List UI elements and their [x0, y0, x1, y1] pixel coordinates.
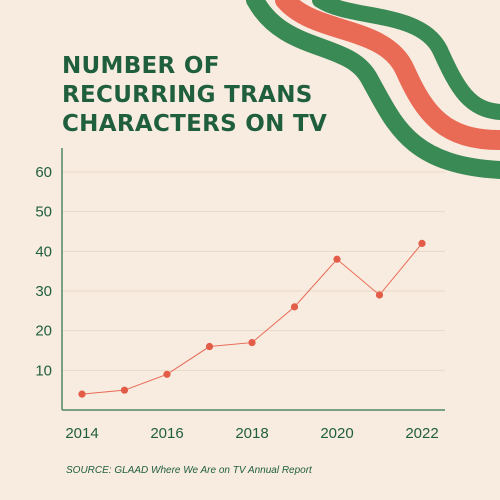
- data-point-2021: [375, 291, 384, 299]
- y-tick-label: 20: [35, 323, 52, 340]
- data-point-2017: [205, 342, 214, 351]
- ribbon-green-outer: [246, 0, 500, 179]
- y-tick-label: 40: [35, 243, 52, 260]
- series-line: [81, 243, 423, 395]
- ribbon-green-inner: [312, 0, 500, 120]
- series-points: [78, 239, 426, 398]
- data-point-2020: [333, 255, 341, 263]
- y-tick-label: 10: [35, 362, 52, 379]
- data-point-2014: [78, 390, 86, 398]
- x-tick-label: 2022: [405, 425, 438, 442]
- title-line-1: NUMBER OF: [62, 53, 220, 79]
- title-line-3: CHARACTERS ON TV: [62, 111, 328, 137]
- y-tick-label: 30: [35, 283, 52, 300]
- data-point-2016: [163, 370, 171, 378]
- x-tick-label: 2014: [65, 425, 98, 442]
- y-tick-labels: 10 20 30 40 50 60: [35, 164, 52, 379]
- x-tick-label: 2018: [235, 425, 268, 442]
- source-note: SOURCE: GLAAD Where We Are on TV Annual …: [66, 465, 312, 476]
- chart-title: NUMBER OF RECURRING TRANS CHARACTERS ON …: [62, 52, 362, 139]
- data-point-2019: [290, 303, 299, 311]
- title-line-2: RECURRING TRANS: [62, 82, 313, 108]
- data-point-2022: [418, 239, 426, 247]
- y-tick-label: 60: [35, 164, 52, 181]
- gridlines: [62, 171, 445, 371]
- x-tick-labels: 2014 2016 2018 2020 2022: [65, 425, 438, 442]
- y-tick-label: 50: [35, 204, 52, 221]
- x-tick-label: 2016: [150, 425, 183, 442]
- ribbon-coral: [275, 0, 500, 150]
- data-point-2018: [248, 338, 256, 347]
- data-point-2015: [120, 386, 129, 394]
- x-tick-label: 2020: [320, 425, 353, 442]
